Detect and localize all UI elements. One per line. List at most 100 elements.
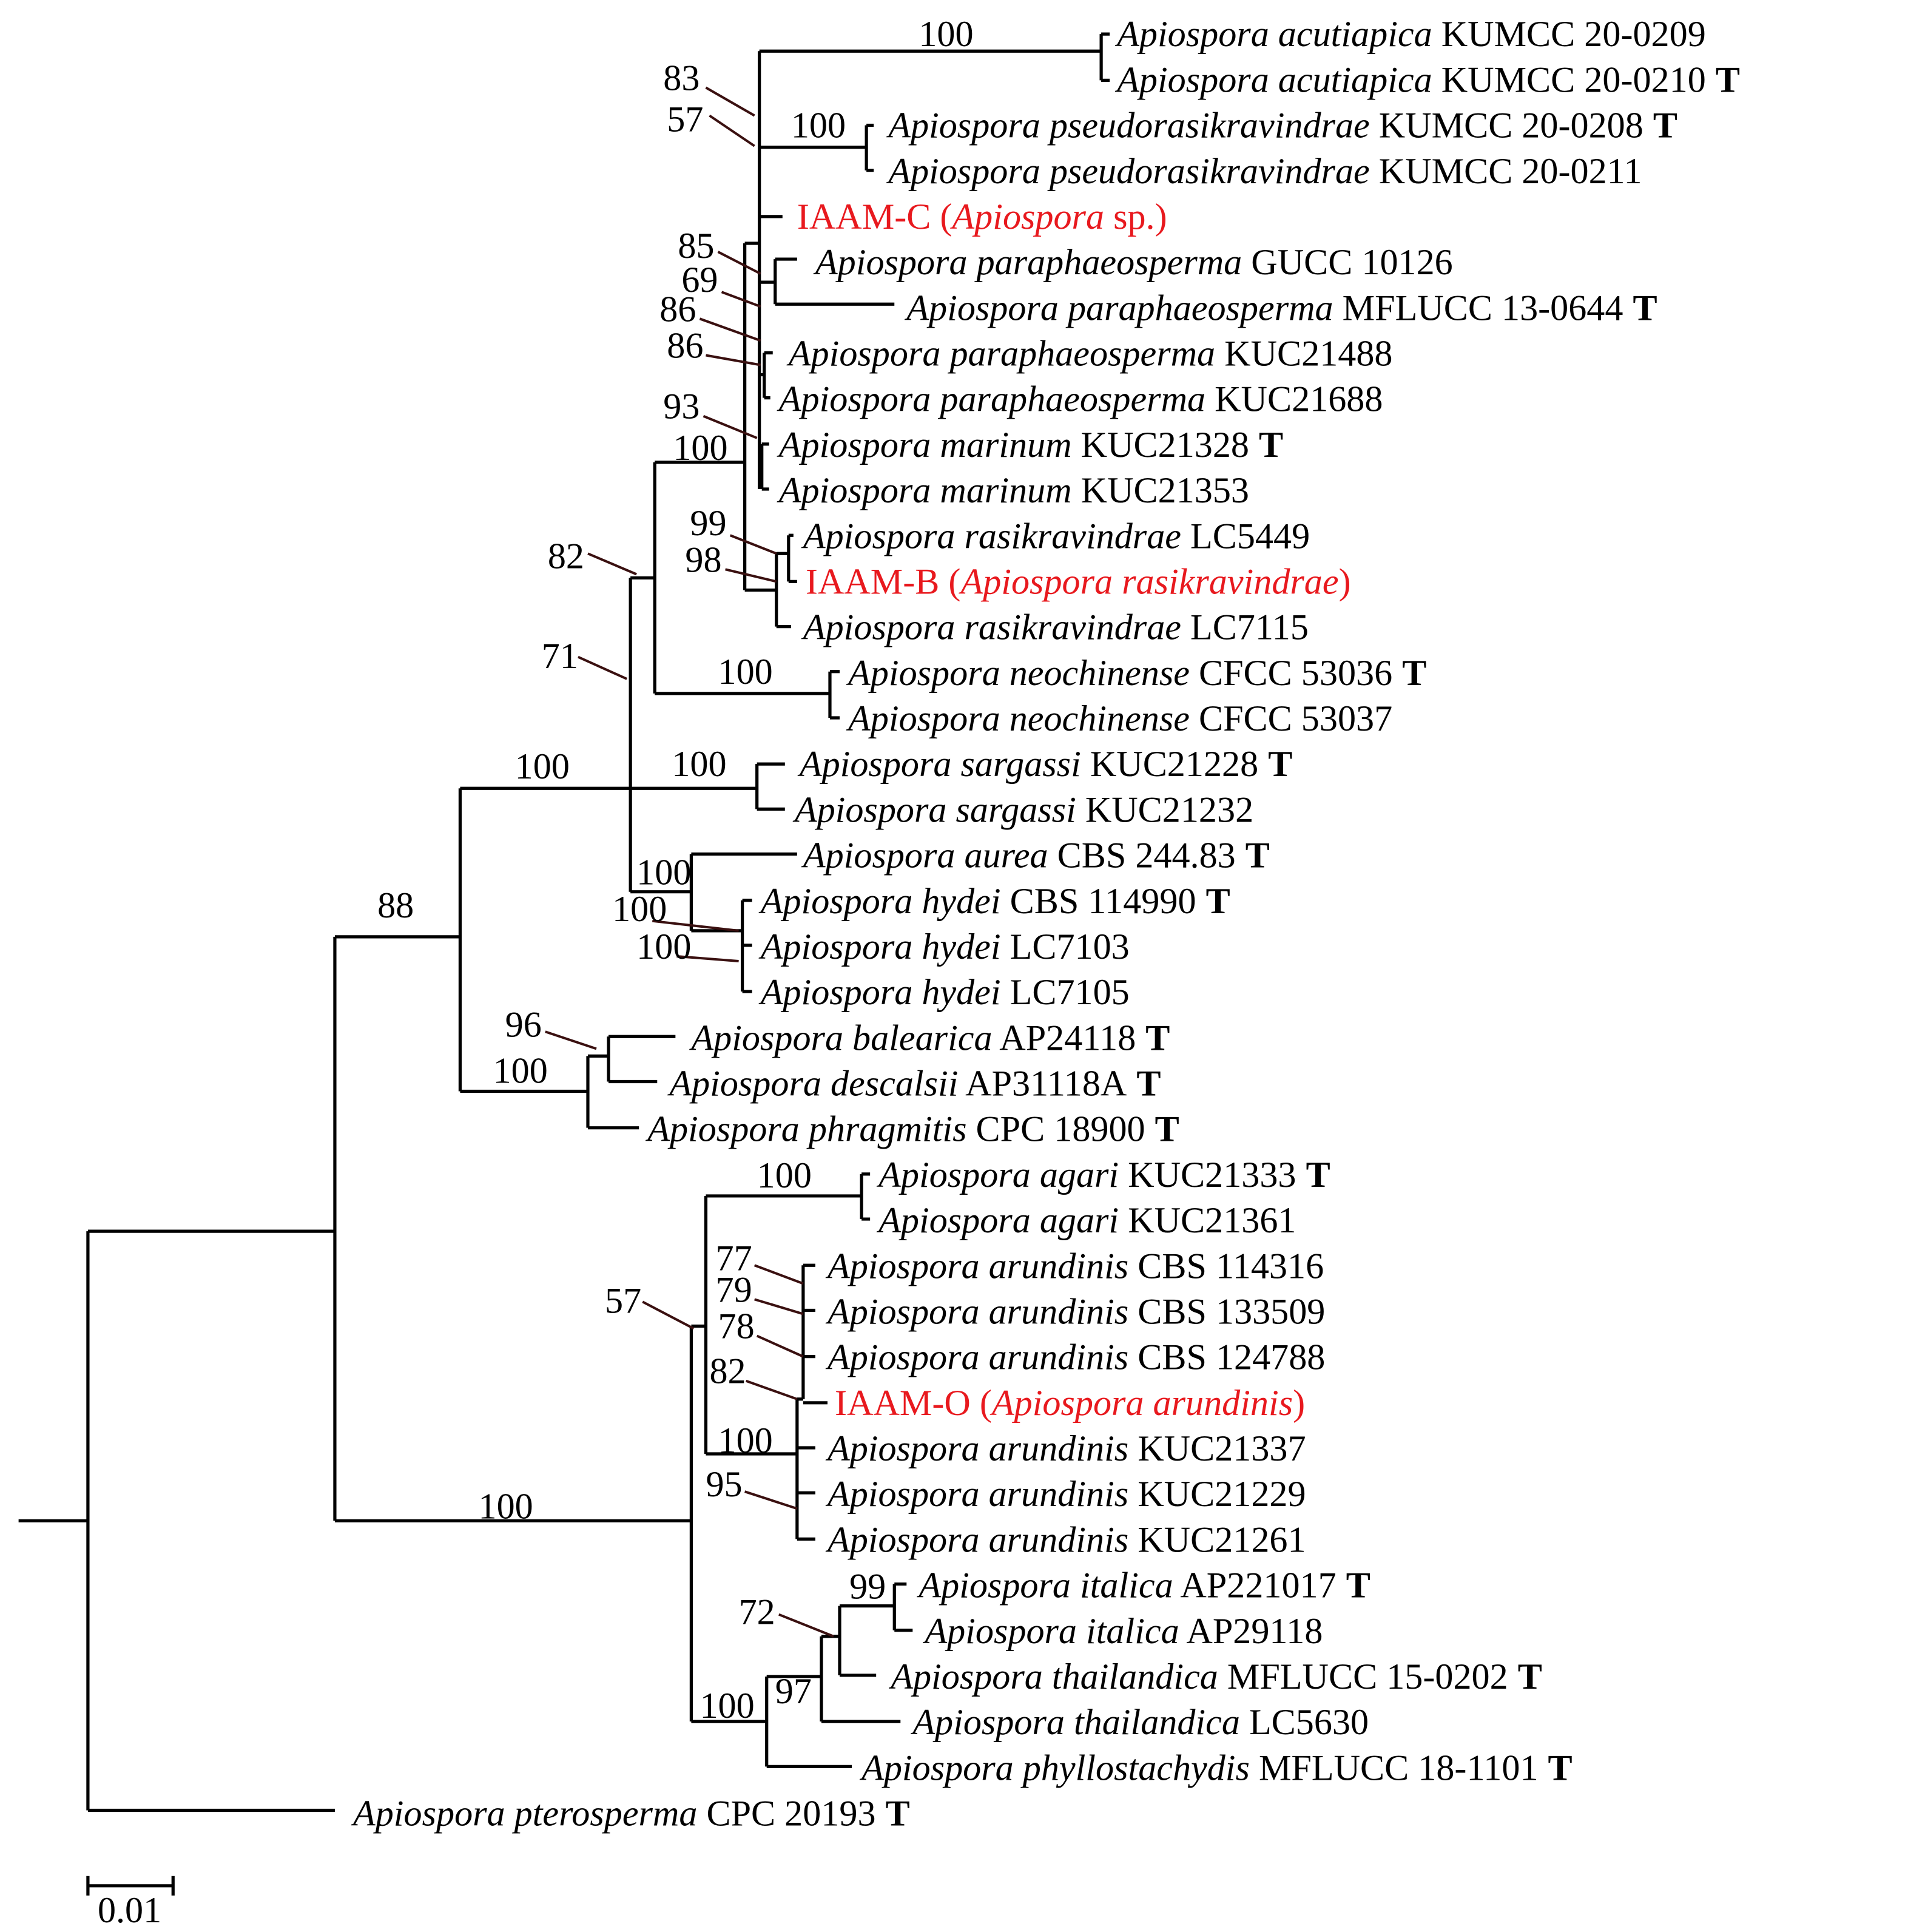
taxon-text: AP31118A [958,1064,1127,1104]
taxon-text: MFLUCC 13-0644 [1333,288,1623,328]
taxon-species: Apiospora pseudorasikravindrae [886,151,1370,192]
type-marker: T [1155,1109,1179,1150]
taxon-species: Apiospora descalsii [667,1064,958,1104]
taxon-text: KUC21361 [1119,1200,1296,1241]
bootstrap-leader [676,954,739,962]
taxon-labels: Apiospora acutiapica KUMCC 20-0209 Apiosp… [351,14,1740,1834]
taxon-species: Apiospora marinum [777,470,1072,511]
scale-bar [86,1876,175,1896]
taxon-label: Apiospora rasikravindrae LC5449 [801,516,1310,556]
type-marker: T [1268,744,1292,785]
taxon-text: KUMCC 20-0210 [1432,59,1706,100]
bootstrap-value: 100 [515,746,570,787]
taxon-label: Apiospora paraphaeosperma KUC21688 [777,379,1383,420]
bootstrap-value: 57 [605,1280,641,1321]
taxon-species: Apiospora phyllostachydis [859,1748,1250,1788]
taxon-species: Apiospora italica [922,1611,1179,1652]
taxon-species: Apiospora agari [876,1155,1119,1195]
taxon-text: KUC21353 [1072,470,1249,511]
taxon-species: Apiospora pseudorasikravindrae [886,106,1370,146]
taxon-species: Apiospora neochinense [846,698,1190,739]
taxon-species: Apiospora rasikravindrae [958,561,1338,602]
bootstrap-leader [545,1030,597,1050]
type-marker: T [1346,1566,1370,1606]
taxon-species: Apiospora arundinis [825,1428,1128,1469]
taxon-text: LC7105 [1001,972,1130,1013]
taxon-text: LC5449 [1181,516,1310,556]
bootstrap-leader [756,1334,804,1358]
taxon-text: IAAM-O ( [835,1383,992,1424]
bootstrap-leader [699,317,761,342]
taxon-label: Apiospora italica AP221017 T [916,1566,1370,1606]
bootstrap-value: 78 [718,1306,755,1347]
taxon-text: AP221017 [1173,1566,1337,1606]
taxon-label: Apiospora paraphaeosperma MFLUCC 13-0644… [904,288,1657,328]
type-marker: T [886,1794,910,1834]
bootstrap-leader [706,354,761,366]
taxon-species: Apiospora sargassi [792,789,1076,830]
tree-branches [18,32,1110,1812]
type-marker: T [1246,836,1270,876]
bootstrap-leader [721,291,761,308]
taxon-text: KUC21228 [1081,744,1258,785]
taxon-label: IAAM-B (Apiospora rasikravindrae) [806,561,1351,602]
bootstrap-value: 99 [849,1567,886,1607]
taxon-label: Apiospora arundinis CBS 124788 [825,1337,1325,1378]
taxon-species: Apiospora paraphaeosperma [904,288,1333,328]
bootstrap-leader [705,86,755,117]
taxon-species: Apiospora hydei [758,927,1001,967]
bootstrap-value: 100 [672,744,726,785]
taxon-species: Apiospora thailandica [910,1702,1240,1743]
taxon-label: Apiospora pseudorasikravindrae KUMCC 20-… [886,151,1642,192]
taxon-text: LC7115 [1181,607,1309,648]
bootstrap-value: 85 [678,226,714,266]
taxon-label: Apiospora sargassi KUC21228 T [797,744,1292,785]
taxon-species: Apiospora agari [876,1200,1119,1241]
taxon-label: Apiospora hydei LC7103 [758,927,1130,967]
bootstrap-leader [709,114,755,147]
taxon-text: AP24118 [993,1018,1136,1058]
type-marker: T [1716,59,1740,100]
taxon-text: KUMCC 20-0208 [1370,106,1643,146]
taxon-species: Apiospora thailandica [888,1657,1218,1697]
taxon-label: Apiospora arundinis CBS 114316 [825,1246,1324,1286]
taxon-text: KUC21333 [1119,1155,1296,1195]
type-marker: T [1402,653,1426,694]
taxon-species: Apiospora neochinense [846,653,1190,694]
bootstrap-value: 97 [775,1671,812,1712]
taxon-species: Apiospora paraphaeosperma [813,242,1242,283]
bootstrap-value: 100 [718,1420,773,1461]
taxon-species: Apiospora hydei [758,881,1001,922]
taxon-species: Apiospora italica [916,1566,1173,1606]
taxon-species: Apiospora arundinis [825,1246,1128,1286]
bootstrap-value: 100 [612,889,667,930]
taxon-label: Apiospora arundinis CBS 133509 [825,1291,1325,1332]
type-marker: T [1259,425,1283,465]
taxon-text: sp.) [1104,197,1167,237]
bootstrap-leader [754,1298,804,1316]
taxon-label: Apiospora marinum KUC21353 [777,470,1249,511]
taxon-label: Apiospora pseudorasikravindrae KUMCC 20-… [886,106,1677,146]
bootstrap-leader [587,552,637,576]
taxon-text: KUC21688 [1205,379,1383,420]
type-marker: T [1653,106,1677,146]
taxon-label: IAAM-C (Apiospora sp.) [797,197,1167,237]
bootstrap-leader [652,919,739,932]
bootstrap-value: 95 [706,1464,742,1505]
taxon-text: MFLUCC 18-1101 [1250,1748,1539,1788]
bootstrap-leader [745,1379,798,1400]
bootstrap-leader [725,568,777,583]
bootstrap-leader [744,1490,798,1510]
scale-bar-label: 0.01 [98,1890,161,1931]
taxon-species: Apiospora rasikravindrae [801,607,1181,648]
taxon-label: Apiospora acutiapica KUMCC 20-0209 [1114,14,1706,55]
bootstrap-leader [729,534,777,555]
taxon-text: CBS 114316 [1128,1246,1324,1286]
type-marker: T [1518,1657,1542,1697]
bootstrap-leader [717,251,761,275]
taxon-label: Apiospora italica AP29118 [922,1611,1323,1652]
taxon-text: GUCC 10126 [1242,242,1453,283]
taxon-text: KUC21229 [1128,1474,1306,1515]
bootstrap-value: 98 [685,539,721,580]
